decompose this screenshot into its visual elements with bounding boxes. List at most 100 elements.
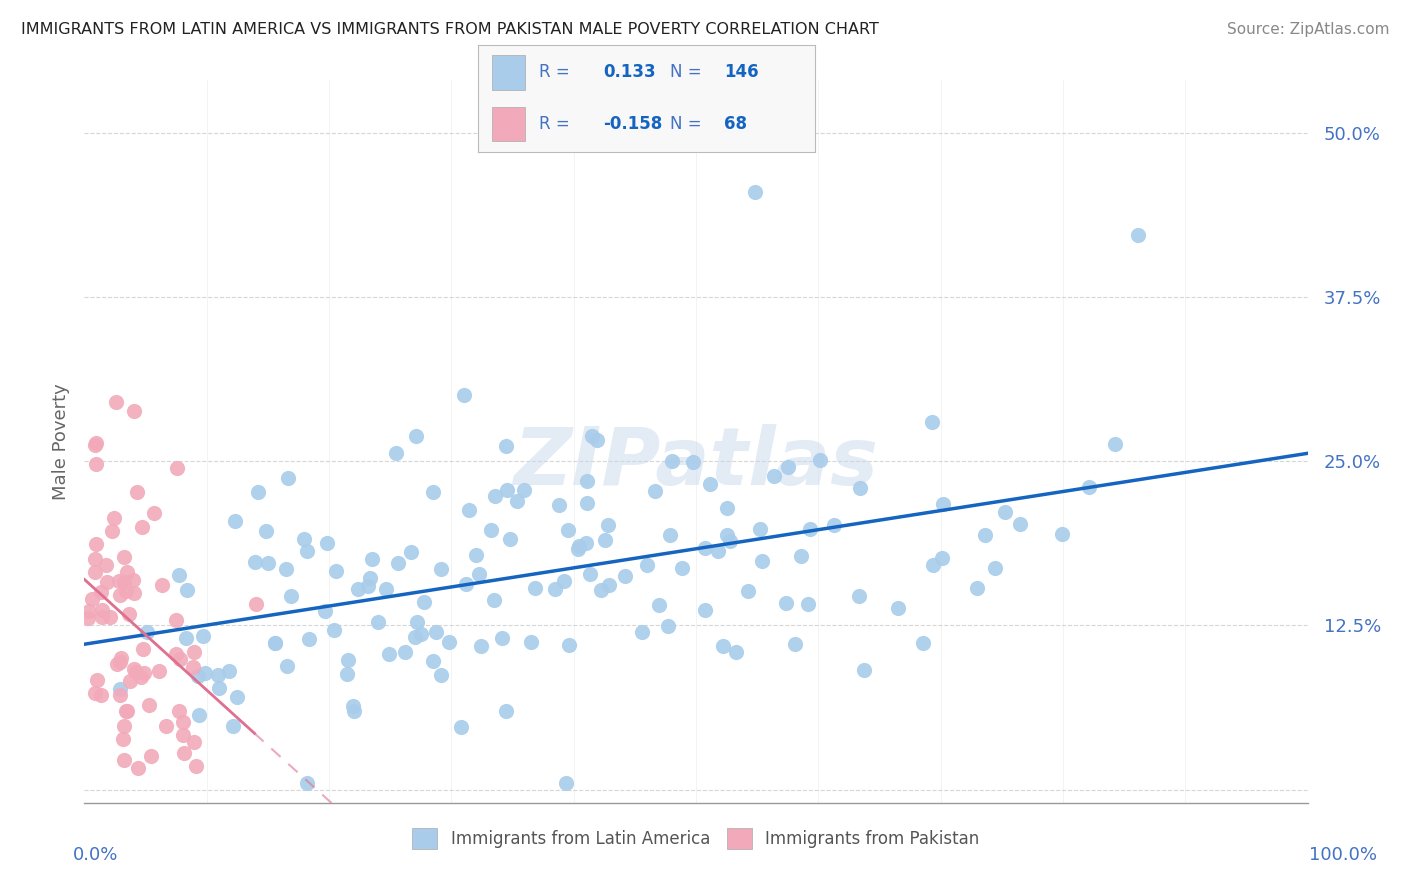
Point	[848, 589, 870, 603]
Point	[630, 625, 652, 640]
Point	[716, 527, 738, 541]
Point	[96, 574, 118, 589]
Point	[84, 436, 107, 450]
Point	[112, 753, 135, 767]
Point	[218, 664, 240, 678]
Point	[127, 485, 149, 500]
Point	[361, 552, 384, 566]
Point	[131, 520, 153, 534]
Point	[80, 592, 103, 607]
Point	[484, 489, 506, 503]
Point	[636, 558, 658, 572]
Point	[399, 545, 422, 559]
Point	[172, 728, 194, 742]
Point	[138, 698, 160, 713]
Point	[86, 536, 108, 550]
Point	[148, 665, 170, 679]
Point	[394, 645, 416, 659]
Point	[112, 731, 135, 746]
Point	[751, 554, 773, 568]
Point	[336, 667, 359, 681]
Point	[576, 496, 599, 510]
Point	[931, 497, 953, 511]
Point	[495, 704, 517, 718]
Text: R =: R =	[538, 115, 569, 133]
Point	[96, 558, 118, 573]
Point	[450, 720, 472, 734]
Point	[966, 581, 988, 595]
Point	[167, 568, 190, 582]
Point	[598, 578, 620, 592]
Point	[974, 527, 997, 541]
Point	[430, 667, 453, 681]
Point	[187, 668, 209, 682]
Point	[84, 457, 107, 471]
Point	[1104, 437, 1126, 451]
Point	[141, 749, 163, 764]
Point	[749, 522, 772, 536]
Point	[523, 581, 546, 595]
Point	[921, 415, 943, 429]
Point	[207, 667, 229, 681]
Point	[314, 604, 336, 618]
Point	[567, 542, 589, 557]
Text: 68: 68	[724, 115, 748, 133]
Point	[506, 494, 529, 508]
Point	[166, 460, 188, 475]
Point	[103, 511, 125, 525]
Point	[425, 625, 447, 640]
Point	[557, 524, 579, 538]
Point	[931, 550, 953, 565]
Point	[470, 639, 492, 653]
Text: -0.158: -0.158	[603, 115, 662, 133]
Point	[245, 597, 267, 611]
Point	[257, 556, 280, 570]
Point	[404, 630, 426, 644]
Point	[188, 708, 211, 723]
Point	[356, 579, 378, 593]
Point	[292, 532, 315, 546]
Point	[91, 609, 114, 624]
Point	[406, 615, 429, 629]
Point	[208, 681, 231, 695]
Point	[658, 528, 681, 542]
Point	[225, 690, 247, 705]
Point	[799, 522, 821, 536]
Point	[453, 388, 475, 402]
Text: 146: 146	[724, 63, 759, 81]
Point	[613, 569, 636, 583]
Point	[657, 619, 679, 633]
Point	[586, 433, 609, 447]
Point	[84, 686, 107, 700]
Point	[579, 566, 602, 581]
Text: ZIPatlas: ZIPatlas	[513, 425, 879, 502]
Point	[117, 566, 139, 580]
Point	[682, 455, 704, 469]
Point	[367, 615, 389, 629]
Point	[110, 650, 132, 665]
Text: N =: N =	[671, 115, 702, 133]
Point	[263, 636, 285, 650]
Point	[125, 665, 148, 679]
Point	[183, 735, 205, 749]
Point	[221, 718, 243, 732]
Point	[713, 639, 735, 653]
Point	[264, 636, 287, 650]
Point	[644, 483, 666, 498]
FancyBboxPatch shape	[492, 55, 526, 89]
Point	[342, 704, 364, 718]
Point	[378, 647, 401, 661]
Point	[762, 468, 785, 483]
Point	[737, 583, 759, 598]
Point	[775, 596, 797, 610]
Point	[172, 714, 194, 729]
Point	[1078, 480, 1101, 494]
Point	[142, 507, 165, 521]
Point	[136, 624, 159, 639]
Point	[1050, 526, 1073, 541]
Point	[544, 582, 567, 597]
FancyBboxPatch shape	[492, 107, 526, 141]
Point	[553, 574, 575, 589]
Point	[405, 428, 427, 442]
Point	[464, 548, 486, 562]
